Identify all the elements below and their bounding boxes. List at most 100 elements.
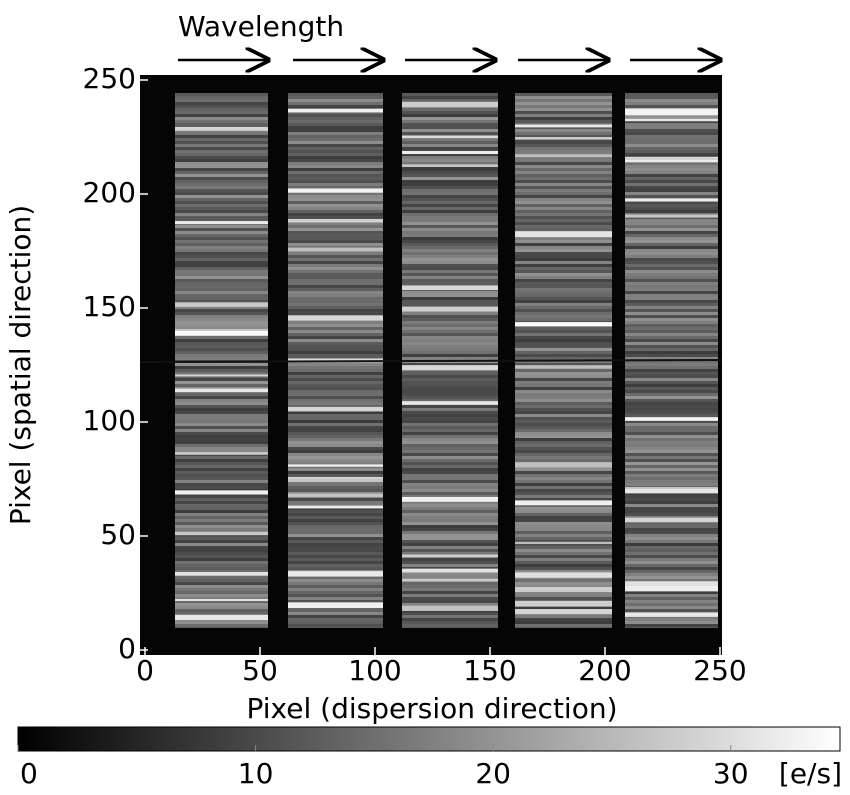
spectral-row xyxy=(402,375,498,378)
spectral-row xyxy=(288,138,383,141)
emission-line xyxy=(288,406,383,412)
spectral-row xyxy=(515,141,612,144)
spectral-row xyxy=(625,261,718,264)
x-tick-label: 50 xyxy=(242,654,278,687)
spectral-row xyxy=(625,273,718,276)
spectral-row xyxy=(175,141,268,144)
spectral-row xyxy=(625,357,718,360)
spectral-row xyxy=(288,186,383,189)
spectral-row xyxy=(515,468,612,471)
spectral-row xyxy=(515,186,612,189)
emission-line xyxy=(625,517,718,523)
spectral-row xyxy=(402,573,498,576)
spectral-row xyxy=(402,411,498,414)
spectral-row xyxy=(625,558,718,561)
spectral-row xyxy=(402,390,498,393)
spectral-row xyxy=(288,540,383,543)
spectral-row xyxy=(288,168,383,171)
spectral-row xyxy=(175,570,268,573)
spectral-row xyxy=(625,168,718,171)
spectral-row xyxy=(175,300,268,303)
spectral-row xyxy=(515,606,612,609)
spectral-row xyxy=(402,462,498,465)
spectral-row xyxy=(625,279,718,282)
spectral-row xyxy=(625,321,718,324)
spectral-row xyxy=(402,195,498,198)
spectral-row xyxy=(288,120,383,123)
spectral-row xyxy=(402,336,498,339)
spectral-row xyxy=(625,282,718,285)
spectral-row xyxy=(288,597,383,600)
spectral-row xyxy=(288,207,383,210)
spectral-row xyxy=(402,486,498,489)
spectral-row xyxy=(288,228,383,231)
spectral-row xyxy=(402,345,498,348)
spectral-row xyxy=(175,468,268,471)
spectral-row xyxy=(402,465,498,468)
spectral-row xyxy=(175,339,268,342)
emission-line xyxy=(402,101,498,108)
spectral-row xyxy=(175,261,268,264)
spectral-row xyxy=(175,603,268,606)
spectral-row xyxy=(515,168,612,171)
spectral-row xyxy=(288,576,383,579)
spectral-row xyxy=(515,411,612,414)
spectral-row xyxy=(625,405,718,408)
spectral-row xyxy=(515,456,612,459)
spectral-row xyxy=(515,381,612,384)
x-tick-label: 0 xyxy=(136,654,154,687)
y-tick-label: 100 xyxy=(83,404,136,437)
spectral-row xyxy=(402,615,498,618)
spectral-row xyxy=(515,372,612,375)
spectral-row xyxy=(175,375,268,378)
spectral-row xyxy=(175,387,268,390)
spectral-row xyxy=(175,183,268,186)
spectral-row xyxy=(402,426,498,429)
emission-line xyxy=(402,496,498,502)
spectral-row xyxy=(288,201,383,204)
spectral-row xyxy=(515,582,612,585)
spectral-row xyxy=(402,594,498,597)
spectral-row xyxy=(515,243,612,246)
spectral-row xyxy=(175,132,268,135)
spectral-row xyxy=(515,189,612,192)
emission-line xyxy=(625,108,718,114)
spectral-row xyxy=(288,363,383,366)
spectral-row xyxy=(625,300,718,303)
spectral-row xyxy=(288,264,383,267)
spectral-row xyxy=(402,198,498,201)
spectral-row xyxy=(515,210,612,213)
spectral-row xyxy=(402,243,498,246)
spectral-row xyxy=(288,441,383,444)
y-tick-label: 0 xyxy=(118,632,136,665)
spectral-row xyxy=(402,279,498,282)
spectral-row xyxy=(402,378,498,381)
spectral-row xyxy=(175,150,268,153)
spectral-row xyxy=(288,303,383,306)
emission-line xyxy=(515,572,612,578)
spectral-row xyxy=(288,366,383,369)
spectral-row xyxy=(625,459,718,462)
spectral-row xyxy=(402,141,498,144)
spectral-row xyxy=(402,222,498,225)
colorbar-tick-label: 10 xyxy=(238,757,274,790)
spectral-row xyxy=(175,522,268,525)
spectral-row xyxy=(515,249,612,252)
spectral-row xyxy=(402,552,498,555)
spectral-row xyxy=(175,159,268,162)
spectral-row xyxy=(288,339,383,342)
spectral-row xyxy=(625,423,718,426)
spectral-row xyxy=(625,570,718,573)
spectral-row xyxy=(175,234,268,237)
spectral-row xyxy=(288,294,383,297)
emission-line xyxy=(402,164,498,168)
spectral-row xyxy=(175,354,268,357)
spectral-row xyxy=(402,510,498,513)
spectral-row xyxy=(625,294,718,297)
spectral-row xyxy=(175,207,268,210)
spectral-row xyxy=(288,615,383,618)
spectral-row xyxy=(402,267,498,270)
spectral-row xyxy=(175,591,268,594)
spectral-row xyxy=(625,477,718,480)
spectral-row xyxy=(515,204,612,207)
